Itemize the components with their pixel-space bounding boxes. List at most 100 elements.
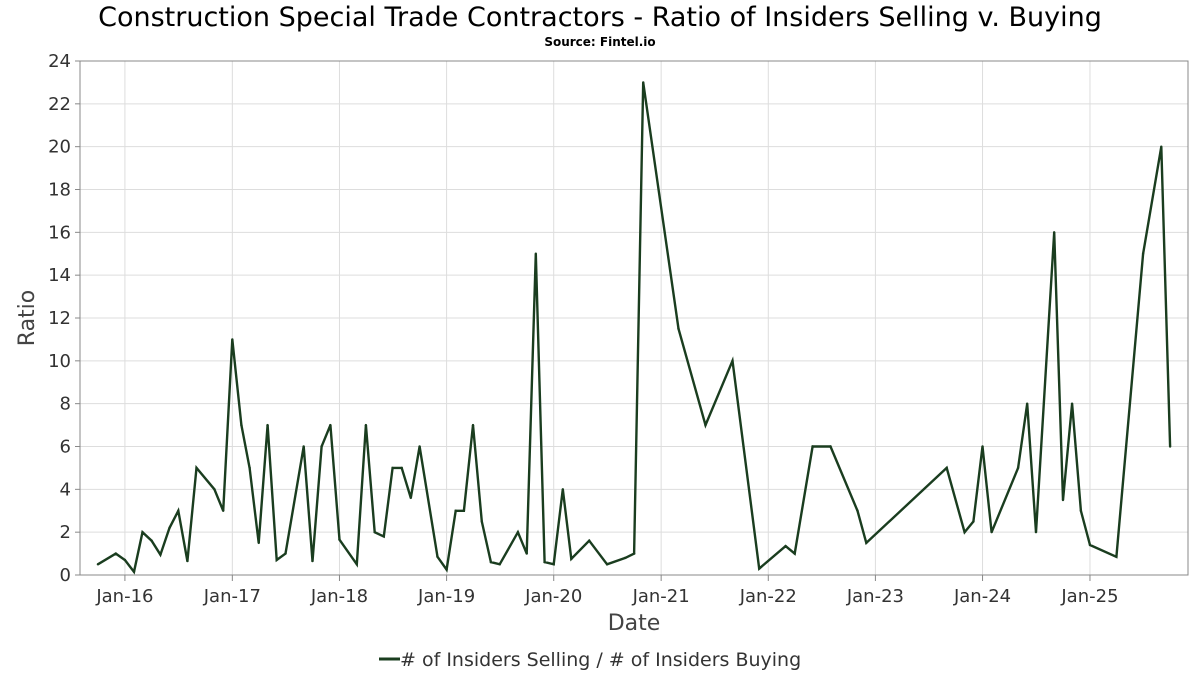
data-point — [240, 423, 243, 427]
data-point — [338, 538, 341, 541]
x-axis-title: Date — [608, 611, 661, 636]
x-axis-ticks: Jan-16 Jan-17 Jan-18 Jan-19 Jan-20 Jan-21 Jan-… — [95, 575, 1119, 607]
data-point — [561, 488, 565, 491]
data-point — [141, 530, 144, 534]
data-point — [462, 509, 466, 512]
y-tick-label: 14 — [48, 265, 71, 286]
data-point — [454, 509, 457, 512]
data-point — [525, 552, 528, 555]
data-point — [382, 535, 385, 538]
legend-label: # of Insiders Selling / # of Insiders Bu… — [400, 649, 801, 671]
data-point — [829, 445, 832, 448]
data-point — [757, 567, 761, 570]
data-point — [1160, 145, 1163, 148]
data-point — [186, 559, 189, 563]
data-point — [1079, 509, 1083, 512]
data-point — [1025, 402, 1029, 405]
data-point — [222, 509, 225, 512]
data-point — [632, 552, 636, 555]
y-tick-label: 2 — [60, 522, 71, 543]
data-point — [373, 530, 376, 534]
data-point — [990, 530, 993, 534]
data-point — [96, 563, 100, 566]
y-tick-label: 22 — [48, 94, 71, 115]
data-point — [793, 552, 796, 555]
data-point — [1034, 530, 1038, 534]
data-point — [731, 359, 734, 363]
data-point — [624, 556, 627, 560]
data-point — [588, 539, 591, 542]
x-tick-label: Jan-18 — [310, 586, 368, 607]
data-point — [552, 563, 555, 566]
data-point — [213, 488, 216, 491]
data-point — [856, 509, 859, 512]
data-point — [605, 563, 609, 566]
y-tick-label: 6 — [60, 437, 71, 458]
y-tick-label: 20 — [48, 137, 71, 158]
data-point — [1061, 498, 1065, 502]
data-point — [391, 466, 394, 470]
data-point — [945, 466, 948, 470]
y-tick-label: 16 — [48, 222, 71, 243]
data-point — [865, 541, 868, 545]
series-line — [97, 82, 1172, 575]
data-point — [471, 423, 475, 427]
data-point — [311, 559, 314, 563]
data-point — [489, 560, 493, 564]
x-tick-label: Jan-25 — [1060, 586, 1118, 607]
data-point — [302, 445, 305, 448]
x-tick-label: Jan-22 — [739, 586, 797, 607]
data-point — [409, 496, 412, 500]
data-point — [400, 466, 403, 470]
data-point — [418, 445, 421, 448]
data-point — [1052, 231, 1056, 234]
data-point — [320, 445, 323, 448]
data-point — [248, 466, 251, 470]
data-point — [123, 558, 127, 562]
y-tick-label: 12 — [48, 308, 71, 329]
data-point — [132, 570, 136, 573]
data-point — [1115, 555, 1118, 558]
data-point — [257, 541, 260, 545]
data-point — [284, 552, 287, 555]
x-tick-label: Jan-19 — [417, 586, 475, 607]
chart-subtitle: Source: Fintel.io — [544, 35, 656, 49]
x-tick-label: Jan-24 — [953, 586, 1011, 607]
x-tick-label: Jan-20 — [524, 586, 582, 607]
data-point — [329, 423, 332, 427]
data-point — [1168, 445, 1172, 448]
data-point — [642, 81, 645, 84]
data-point — [1070, 402, 1074, 405]
data-point — [704, 423, 707, 427]
x-tick-label: Jan-17 — [203, 586, 261, 607]
data-point — [570, 557, 573, 561]
legend: # of Insiders Selling / # of Insiders Bu… — [379, 649, 801, 671]
y-tick-label: 18 — [48, 180, 71, 201]
data-point — [150, 539, 153, 542]
data-point — [498, 563, 501, 566]
data-point — [784, 544, 787, 548]
x-tick-label: Jan-23 — [846, 586, 904, 607]
data-point — [677, 327, 680, 330]
data-point — [364, 423, 368, 427]
data-point — [436, 555, 439, 558]
data-point — [963, 530, 966, 534]
data-point — [1141, 252, 1145, 255]
data-point — [534, 252, 538, 255]
data-point — [114, 552, 118, 555]
data-point — [168, 526, 171, 530]
y-tick-label: 24 — [48, 51, 71, 72]
data-point — [516, 530, 520, 534]
x-tick-label: Jan-16 — [95, 586, 153, 607]
data-point — [480, 520, 484, 523]
data-point — [981, 445, 984, 448]
y-tick-label: 10 — [48, 351, 71, 372]
data-point — [972, 520, 975, 523]
chart-title: Construction Special Trade Contractors -… — [98, 2, 1102, 33]
data-point — [266, 423, 269, 427]
data-point — [231, 338, 234, 341]
data-point — [275, 558, 278, 562]
data-point — [445, 568, 448, 571]
data-point — [159, 553, 162, 556]
